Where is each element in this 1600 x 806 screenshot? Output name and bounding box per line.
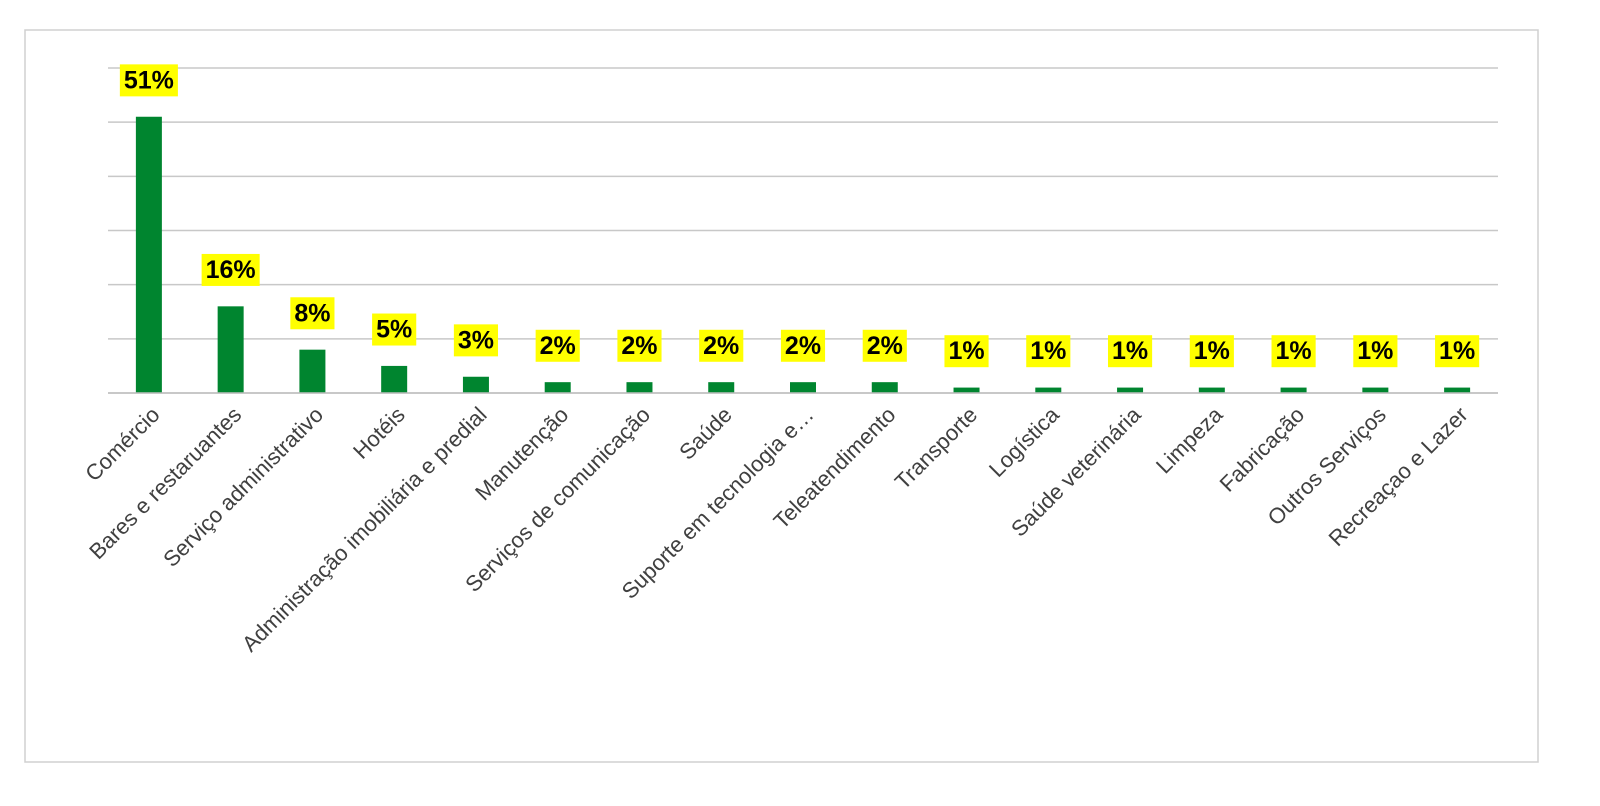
chart-frame [24, 29, 1539, 763]
value-label: 2% [785, 332, 821, 360]
value-label: 1% [1030, 337, 1066, 365]
bar [1035, 387, 1062, 393]
value-label: 1% [1357, 337, 1393, 365]
value-label-background [201, 253, 260, 286]
value-label: 16% [206, 256, 256, 284]
bar [462, 376, 489, 393]
bar [626, 382, 653, 393]
bar [871, 382, 898, 393]
value-label-background [780, 329, 826, 362]
value-label-background [944, 335, 989, 368]
value-label-background [1107, 335, 1153, 368]
value-label-background [1353, 335, 1398, 368]
bar [299, 349, 326, 393]
value-label-background [1435, 335, 1480, 368]
value-label: 2% [703, 332, 739, 360]
bar [1444, 387, 1471, 393]
value-label: 1% [1439, 337, 1475, 365]
value-label: 3% [458, 326, 494, 354]
bar [1280, 387, 1307, 393]
bar [953, 387, 980, 393]
value-label-background [453, 324, 499, 357]
value-label: 5% [376, 316, 412, 344]
value-label-background [119, 64, 178, 97]
value-label: 2% [621, 332, 657, 360]
value-label: 8% [294, 299, 330, 327]
value-label-background [535, 329, 580, 362]
value-label-background [699, 329, 744, 362]
value-label-background [1026, 335, 1071, 368]
bar [381, 365, 408, 393]
value-label: 2% [867, 332, 903, 360]
value-label: 2% [540, 332, 576, 360]
bar [790, 382, 816, 393]
value-label-background [617, 329, 662, 362]
bar [217, 306, 244, 393]
value-label: 1% [1276, 337, 1312, 365]
bar [544, 382, 571, 393]
value-label-background [862, 329, 907, 362]
value-label-background [1271, 335, 1316, 368]
value-label-background [1189, 335, 1234, 368]
bar [1117, 387, 1144, 393]
value-label: 1% [948, 337, 984, 365]
value-label-background [372, 313, 417, 346]
bar [135, 116, 162, 393]
value-label: 1% [1194, 337, 1230, 365]
value-label: 1% [1112, 337, 1148, 365]
bar [708, 382, 735, 393]
value-label-background [290, 297, 335, 330]
bar [1198, 387, 1225, 393]
bar [1362, 387, 1389, 393]
value-label: 51% [124, 66, 174, 94]
